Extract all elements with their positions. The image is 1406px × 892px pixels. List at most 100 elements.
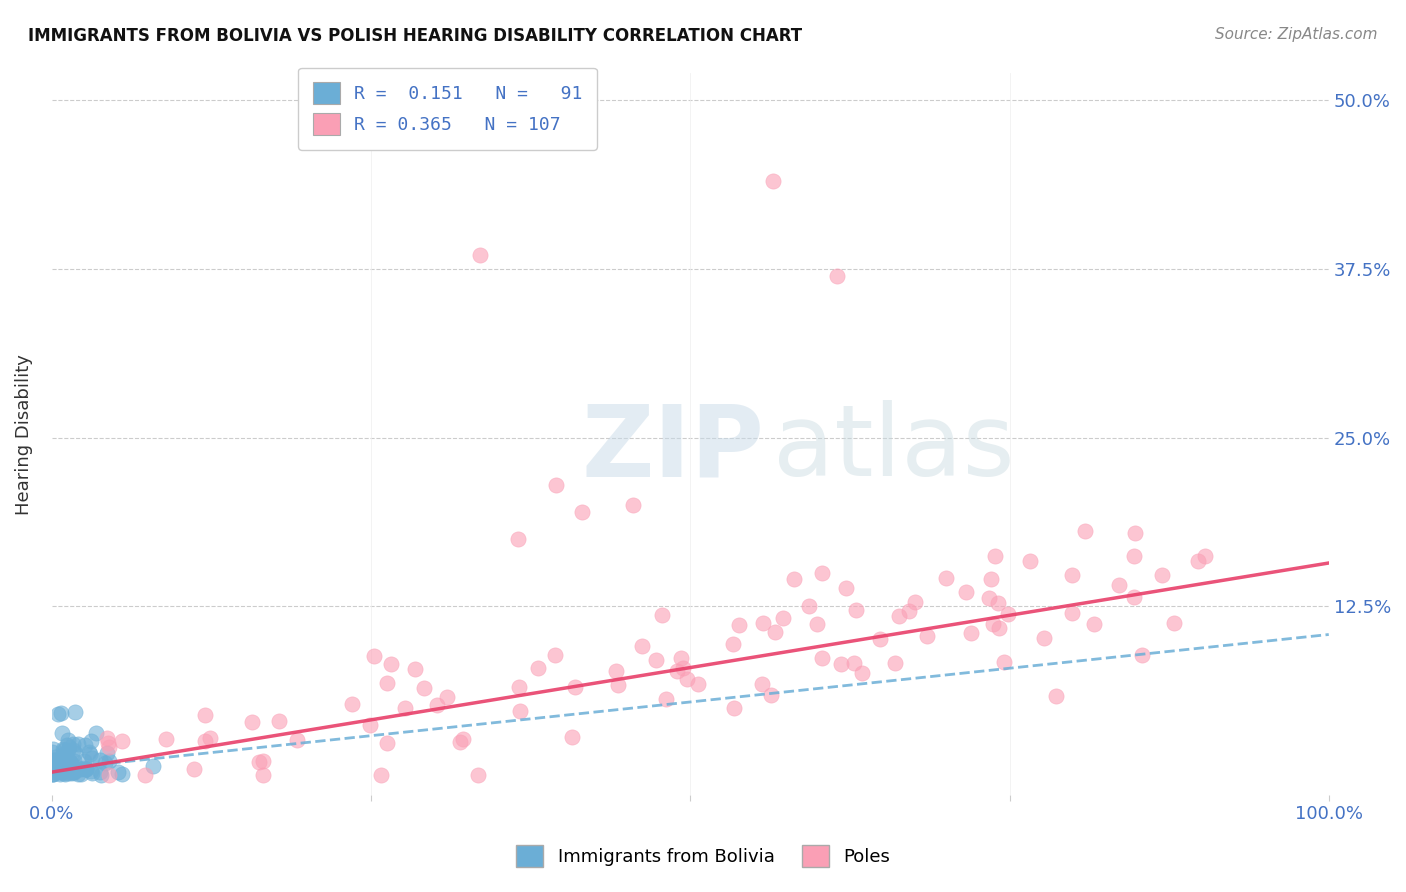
Point [73,754,96,768]
Point [41,767,63,781]
Point [107,765,129,780]
Point [62,754,84,768]
Point [98,755,121,769]
Point [51,755,73,769]
Point [46,758,69,772]
Point [509,704,531,718]
Point [783,572,806,586]
Point [752,616,775,631]
Point [52,742,75,756]
Point [799,599,821,613]
Point [73,762,96,776]
Point [194,708,217,723]
Point [988,621,1011,635]
Point [86,726,108,740]
Point [564,680,586,694]
Point [53,743,76,757]
Point [765,625,787,640]
Point [96,731,118,746]
Point [58,743,80,757]
Point [75,762,97,776]
Point [883,656,905,670]
Point [1045,689,1067,703]
Point [49,706,72,720]
Point [993,655,1015,669]
Point [751,677,773,691]
Point [903,594,925,608]
Point [1032,632,1054,646]
Point [45,758,67,772]
Point [59,756,82,771]
Point [979,591,1001,605]
Point [65,760,87,774]
Point [53,761,76,775]
Point [370,768,392,782]
Point [655,691,678,706]
Point [111,734,134,748]
Point [845,603,868,617]
Point [830,657,852,672]
Point [955,584,977,599]
Point [1123,525,1146,540]
Point [1062,606,1084,620]
Point [49,765,72,780]
Point [621,498,644,512]
Point [63,746,86,760]
Point [183,762,205,776]
Point [436,690,458,705]
Point [44,749,66,764]
Point [980,572,1002,586]
Point [759,688,782,702]
Point [1152,567,1174,582]
Point [48,752,70,766]
Point [686,677,709,691]
Point [53,767,76,781]
Point [59,756,82,771]
Point [1130,648,1153,662]
Point [42,767,65,781]
Point [915,629,938,643]
Point [252,754,274,768]
Point [889,609,911,624]
Point [44,754,66,768]
Point [605,665,627,679]
Point [49,757,72,772]
Point [1163,616,1185,631]
Point [73,739,96,753]
Point [80,766,103,780]
Point [426,698,449,713]
Point [63,706,86,720]
Point [49,764,72,779]
Point [844,657,866,671]
Point [527,661,550,675]
Point [935,571,957,585]
Point [200,731,222,745]
Point [72,761,94,775]
Point [90,767,112,781]
Point [75,762,97,776]
Point [45,760,67,774]
Point [134,768,156,782]
Point [52,747,75,762]
Point [58,766,80,780]
Point [672,661,695,675]
Point [49,767,72,781]
Point [97,735,120,749]
Point [1074,524,1097,539]
Point [546,477,568,491]
Point [42,754,65,768]
Text: Source: ZipAtlas.com: Source: ZipAtlas.com [1215,27,1378,42]
Point [897,604,920,618]
Point [508,680,530,694]
Point [1194,549,1216,563]
Point [285,732,308,747]
Point [252,768,274,782]
Point [59,755,82,769]
Point [363,649,385,664]
Point [851,666,873,681]
Point [111,766,134,780]
Point [80,764,103,778]
Point [1018,554,1040,568]
Point [42,755,65,769]
Point [89,753,111,767]
